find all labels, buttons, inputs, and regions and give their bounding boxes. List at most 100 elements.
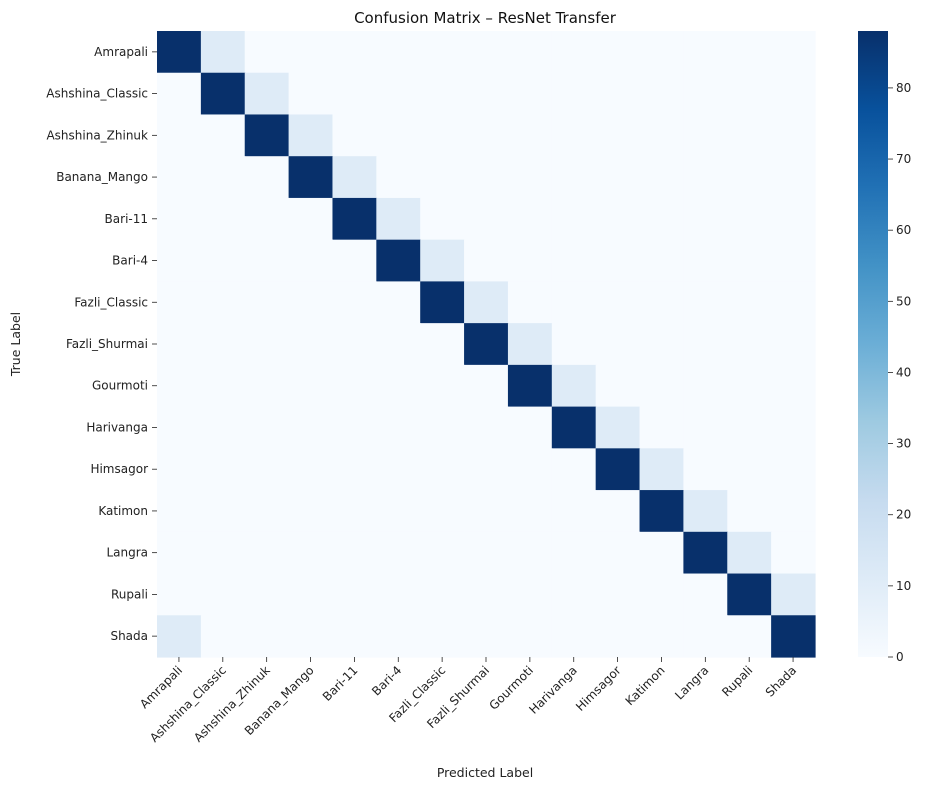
heatmap-cell: [507, 490, 553, 533]
heatmap-cell: [288, 573, 334, 616]
heatmap-cell: [464, 72, 509, 116]
heatmap-cell: [244, 281, 290, 324]
heatmap-cell: [332, 448, 377, 491]
heatmap-cell: [683, 531, 728, 575]
heatmap-cell: [639, 364, 684, 408]
heatmap-cell: [464, 239, 509, 282]
heatmap-cell: [332, 573, 377, 616]
heatmap-cell: [376, 72, 421, 116]
heatmap-cell: [595, 239, 641, 282]
heatmap-cell: [771, 156, 816, 199]
y-axis-label: True Label: [8, 312, 23, 377]
heatmap-cell: [332, 281, 377, 324]
heatmap-cell: [551, 156, 597, 199]
heatmap-cell: [551, 239, 597, 282]
heatmap-cell: [288, 323, 334, 366]
heatmap-cell: [727, 197, 772, 241]
colorbar-tick-label: 50: [896, 294, 911, 308]
heatmap-cell: [551, 281, 597, 324]
heatmap-cell: [771, 448, 816, 491]
colorbar-tick-label: 70: [896, 152, 911, 166]
heatmap-cell: [683, 573, 728, 616]
heatmap-cell: [244, 364, 290, 408]
heatmap-cell: [551, 31, 597, 74]
x-axis-label: Predicted Label: [437, 765, 533, 780]
heatmap-cell: [464, 114, 509, 157]
heatmap-cell: [332, 72, 377, 116]
x-tick-label: Himsagor: [573, 663, 624, 714]
heatmap-cell: [639, 406, 684, 449]
heatmap-cell: [727, 114, 772, 157]
heatmap-cell: [157, 281, 202, 324]
heatmap-cell: [200, 72, 246, 116]
heatmap-cell: [288, 406, 334, 449]
heatmap-cell: [332, 490, 377, 533]
y-tick-label: Bari-4: [112, 254, 148, 268]
y-tick-label: Rupali: [111, 587, 148, 601]
heatmap-cell: [551, 448, 597, 491]
heatmap-cell: [420, 114, 465, 157]
heatmap-cell: [244, 573, 290, 616]
x-tick-label: Rupali: [719, 663, 755, 699]
heatmap-cell: [551, 615, 597, 658]
heatmap-cell: [244, 531, 290, 575]
heatmap-cell: [595, 531, 641, 575]
heatmap-cells: [157, 31, 816, 658]
heatmap-cell: [420, 323, 465, 366]
heatmap-cell: [420, 239, 465, 282]
heatmap-cell: [551, 323, 597, 366]
heatmap-cell: [244, 490, 290, 533]
heatmap-cell: [200, 114, 246, 157]
heatmap-cell: [464, 490, 509, 533]
heatmap-cell: [771, 364, 816, 408]
heatmap-cell: [157, 72, 202, 116]
heatmap-cell: [507, 197, 553, 241]
heatmap-cell: [727, 615, 772, 658]
y-tick-label: Ashshina_Zhinuk: [46, 128, 148, 142]
heatmap-cell: [595, 156, 641, 199]
y-tick-labels: Amrapali Ashshina_Classic Ashshina_Zhinuk B…: [46, 45, 157, 643]
heatmap-cell: [332, 323, 377, 366]
heatmap-cell: [332, 615, 377, 658]
heatmap-cell: [157, 490, 202, 533]
heatmap-cell: [683, 323, 728, 366]
heatmap-cell: [157, 239, 202, 282]
heatmap-cell: [639, 448, 684, 491]
heatmap-cell: [595, 573, 641, 616]
heatmap-cell: [157, 197, 202, 241]
heatmap-cell: [727, 531, 772, 575]
heatmap-cell: [683, 448, 728, 491]
y-tick-label: Fazli_Shurmai: [66, 337, 148, 351]
heatmap-cell: [157, 364, 202, 408]
colorbar: 0 10 20 30 40 50 60 70 80: [858, 31, 911, 664]
x-tick-label: Langra: [672, 663, 711, 702]
heatmap-cell: [551, 573, 597, 616]
x-tick-label: Bari-4: [369, 663, 404, 698]
heatmap-cell: [683, 364, 728, 408]
heatmap-cell: [157, 156, 202, 199]
heatmap-cell: [244, 156, 290, 199]
heatmap-cell: [420, 156, 465, 199]
heatmap-cell: [288, 156, 334, 199]
y-tick-label: Harivanga: [86, 420, 148, 434]
heatmap-cell: [507, 239, 553, 282]
heatmap-cell: [420, 490, 465, 533]
heatmap-cell: [771, 615, 816, 658]
heatmap-cell: [639, 490, 684, 533]
heatmap-cell: [683, 156, 728, 199]
heatmap-cell: [464, 281, 509, 324]
heatmap-cell: [727, 156, 772, 199]
x-tick-label: Katimon: [623, 663, 668, 708]
heatmap-cell: [727, 281, 772, 324]
heatmap-cell: [551, 114, 597, 157]
heatmap-cell: [464, 573, 509, 616]
heatmap-cell: [507, 72, 553, 116]
y-tick-label: Himsagor: [90, 462, 148, 476]
heatmap-cell: [639, 615, 684, 658]
heatmap-cell: [288, 72, 334, 116]
heatmap-cell: [157, 448, 202, 491]
heatmap-cell: [683, 197, 728, 241]
heatmap-cell: [376, 573, 421, 616]
heatmap-cell: [200, 156, 246, 199]
x-tick-label: Bari-11: [320, 663, 361, 704]
